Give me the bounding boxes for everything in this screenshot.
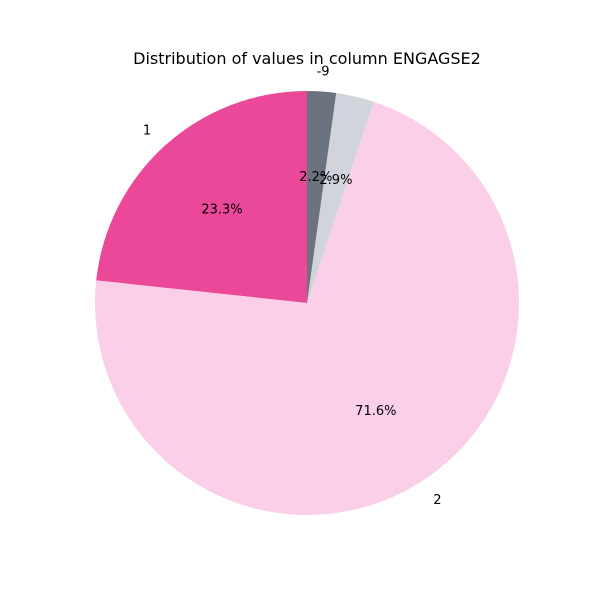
pie-labels: 23.3% 1 71.6% 2 2.9%2.2% -9 [143, 64, 442, 508]
pie-category-label: 1 [143, 124, 151, 139]
pie-percent-label: 2.9% [319, 173, 352, 188]
pie-slices [95, 91, 519, 515]
pie-percent-label: 2.2% [299, 170, 332, 185]
pie-percent-label: 71.6% [355, 404, 396, 419]
pie-slice-1 [96, 91, 308, 303]
pie-category-label: -9 [317, 64, 330, 79]
chart-title: Distribution of values in column ENGAGSE… [133, 49, 481, 68]
pie-slice-unlabeled-2 [307, 93, 374, 303]
pie-slice-2 [95, 101, 519, 515]
pie-slice--9 [307, 91, 337, 303]
pie-percent-label: 23.3% [201, 202, 242, 217]
pie-category-label: 2 [433, 493, 441, 508]
